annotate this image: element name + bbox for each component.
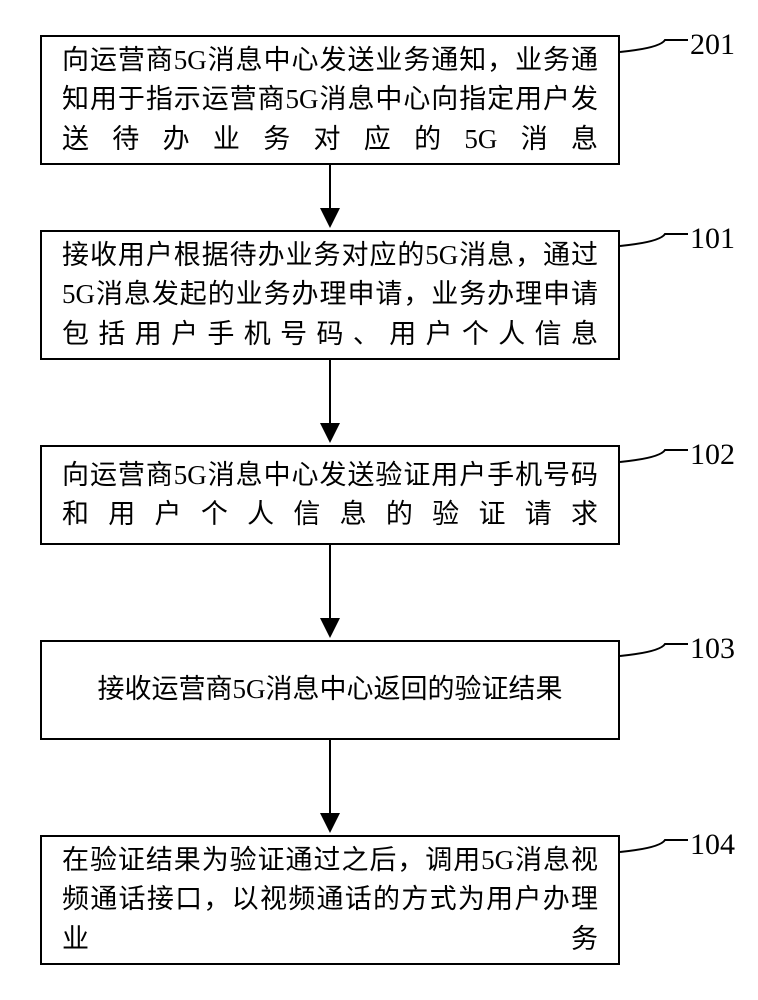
leader-line (620, 234, 688, 246)
flowchart-canvas: 向运营商5G消息中心发送业务通知，业务通知用于指示运营商5G消息中心向指定用户发… (0, 0, 758, 1000)
leader-line (620, 40, 688, 52)
step-box-201: 向运营商5G消息中心发送业务通知，业务通知用于指示运营商5G消息中心向指定用户发… (40, 35, 620, 165)
leader-line (620, 840, 688, 852)
step-label-102: 102 (690, 438, 735, 472)
step-box-104: 在验证结果为验证通过之后，调用5G消息视频通话接口，以视频通话的方式为用户办理业… (40, 835, 620, 965)
step-label-104: 104 (690, 828, 735, 862)
step-label-101: 101 (690, 222, 735, 256)
step-box-103: 接收运营商5G消息中心返回的验证结果 (40, 640, 620, 740)
step-label-103: 103 (690, 632, 735, 666)
leader-line (620, 644, 688, 656)
step-box-102: 向运营商5G消息中心发送验证用户手机号码和用户个人信息的验证请求 (40, 445, 620, 545)
step-text: 在验证结果为验证通过之后，调用5G消息视频通话接口，以视频通话的方式为用户办理业… (62, 841, 598, 958)
step-text: 向运营商5G消息中心发送验证用户手机号码和用户个人信息的验证请求 (62, 456, 598, 534)
step-label-201: 201 (690, 28, 735, 62)
leader-line (620, 450, 688, 462)
step-text: 接收用户根据待办业务对应的5G消息，通过5G消息发起的业务办理申请，业务办理申请… (62, 236, 598, 353)
step-text: 向运营商5G消息中心发送业务通知，业务通知用于指示运营商5G消息中心向指定用户发… (62, 41, 598, 158)
step-box-101: 接收用户根据待办业务对应的5G消息，通过5G消息发起的业务办理申请，业务办理申请… (40, 230, 620, 360)
step-text: 接收运营商5G消息中心返回的验证结果 (62, 670, 598, 709)
